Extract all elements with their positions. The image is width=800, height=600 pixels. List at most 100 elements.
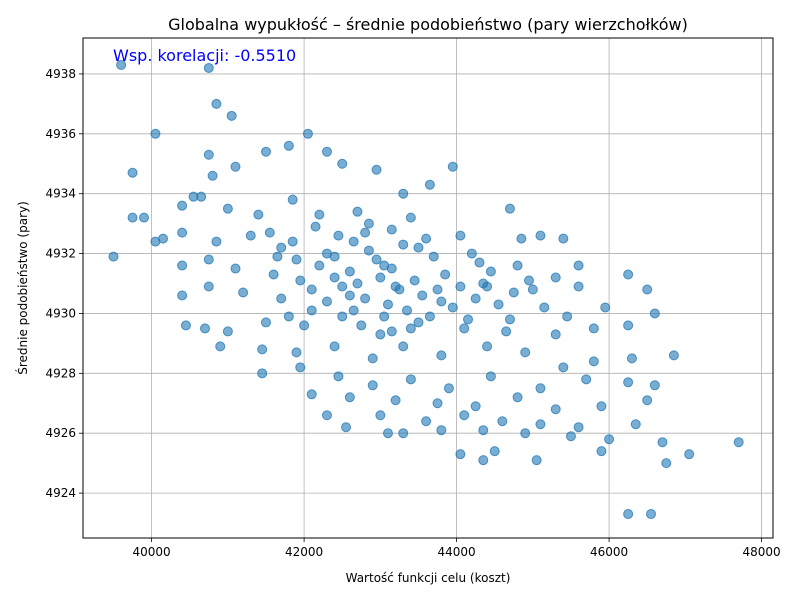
- data-point: [375, 329, 386, 340]
- data-point: [268, 269, 279, 280]
- data-point: [177, 260, 188, 271]
- data-point: [177, 200, 188, 211]
- y-tick-label: 4930: [45, 306, 76, 320]
- y-tick-label: 4934: [45, 187, 76, 201]
- data-point: [180, 320, 191, 331]
- data-point: [371, 164, 382, 175]
- data-point: [443, 383, 454, 394]
- data-point: [321, 296, 332, 307]
- data-point: [417, 290, 428, 301]
- data-point: [623, 320, 634, 331]
- data-point: [260, 146, 271, 157]
- data-point: [596, 401, 607, 412]
- data-point: [512, 260, 523, 271]
- data-point: [424, 311, 435, 322]
- data-point: [306, 389, 317, 400]
- data-point: [642, 284, 653, 295]
- data-point: [344, 266, 355, 277]
- data-point: [497, 416, 508, 427]
- data-point: [253, 209, 264, 220]
- data-point: [260, 317, 271, 328]
- data-point: [314, 209, 325, 220]
- data-point: [539, 302, 550, 313]
- x-tick-label: 46000: [590, 545, 628, 559]
- data-point: [478, 425, 489, 436]
- data-point: [257, 368, 268, 379]
- y-tick-label: 4938: [45, 67, 76, 81]
- data-point: [531, 455, 542, 466]
- y-tick-label: 4924: [45, 486, 76, 500]
- data-point: [489, 446, 500, 457]
- data-point: [588, 323, 599, 334]
- data-point: [413, 317, 424, 328]
- data-point: [127, 167, 138, 178]
- data-point: [371, 254, 382, 265]
- data-point: [630, 419, 641, 430]
- data-point: [661, 458, 672, 469]
- data-point: [272, 251, 283, 262]
- data-point: [684, 449, 695, 460]
- plot-area-frame: [82, 37, 774, 539]
- data-point: [306, 284, 317, 295]
- data-point: [432, 398, 443, 409]
- data-point: [215, 341, 226, 352]
- data-point: [257, 344, 268, 355]
- data-point: [352, 206, 363, 217]
- data-point: [344, 392, 355, 403]
- data-point: [203, 254, 214, 265]
- data-point: [432, 284, 443, 295]
- data-point: [466, 248, 477, 259]
- data-point: [535, 419, 546, 430]
- data-point: [291, 347, 302, 358]
- data-point: [447, 302, 458, 313]
- data-point: [649, 308, 660, 319]
- data-point: [394, 284, 405, 295]
- data-point: [337, 158, 348, 169]
- data-point: [222, 203, 233, 214]
- data-point: [535, 383, 546, 394]
- data-point: [623, 377, 634, 388]
- data-point: [493, 299, 504, 310]
- data-point: [375, 410, 386, 421]
- data-point: [314, 260, 325, 271]
- data-point: [283, 140, 294, 151]
- y-axis-label: Średnie podobieństwo (pary): [15, 201, 30, 375]
- data-point: [203, 62, 214, 73]
- data-point: [283, 311, 294, 322]
- data-point: [348, 305, 359, 316]
- data-point: [382, 428, 393, 439]
- data-point: [459, 410, 470, 421]
- data-point: [424, 179, 435, 190]
- chart-title: Globalna wypukłość – średnie podobieństw…: [168, 15, 688, 34]
- x-tick-label: 40000: [133, 545, 171, 559]
- data-point: [287, 236, 298, 247]
- data-point: [203, 281, 214, 292]
- data-point: [436, 296, 447, 307]
- data-point: [474, 257, 485, 268]
- data-point: [642, 395, 653, 406]
- data-point: [562, 311, 573, 322]
- data-point: [138, 212, 149, 223]
- data-point: [386, 326, 397, 337]
- data-point: [649, 380, 660, 391]
- data-point: [558, 233, 569, 244]
- data-point: [512, 392, 523, 403]
- data-point: [421, 416, 432, 427]
- data-point: [329, 341, 340, 352]
- data-point: [527, 284, 538, 295]
- data-point: [329, 272, 340, 283]
- data-point: [341, 422, 352, 433]
- data-point: [230, 161, 241, 172]
- data-point: [623, 509, 634, 520]
- data-point: [504, 203, 515, 214]
- data-point: [501, 326, 512, 337]
- data-point: [436, 350, 447, 361]
- data-point: [291, 254, 302, 265]
- x-tick-label: 44000: [437, 545, 475, 559]
- data-point: [310, 221, 321, 232]
- data-point: [504, 314, 515, 325]
- data-point: [375, 272, 386, 283]
- data-point: [470, 401, 481, 412]
- y-tick-label: 4926: [45, 426, 76, 440]
- data-point: [455, 449, 466, 460]
